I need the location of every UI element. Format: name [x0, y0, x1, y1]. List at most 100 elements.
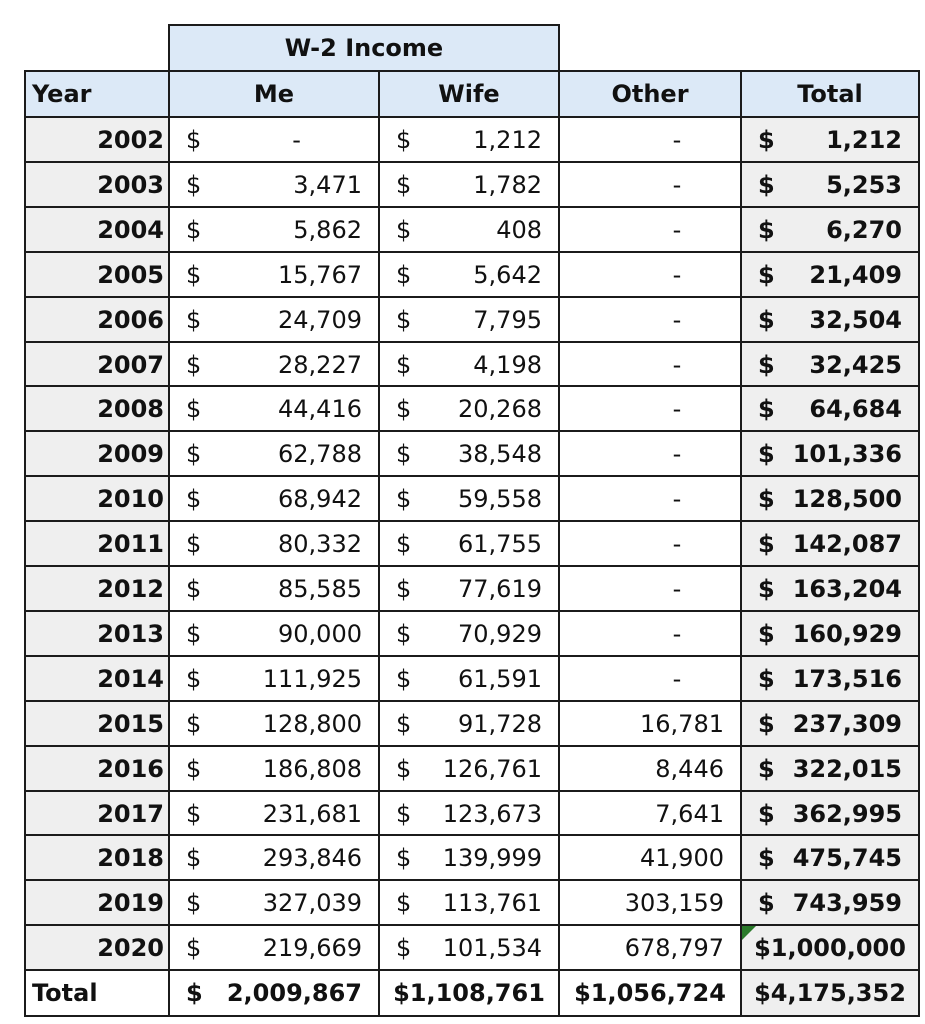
me-value: 128,800	[262, 709, 362, 738]
other-value: -	[672, 574, 682, 603]
other-cell: 8,446	[558, 745, 742, 792]
wife-cell: $1,782	[378, 161, 560, 208]
header-wife: Wife	[378, 70, 560, 118]
totals-label: Total	[32, 979, 98, 1007]
me-value: 68,942	[278, 484, 362, 513]
currency-symbol: $	[396, 439, 412, 468]
total-cell: $362,995	[740, 790, 920, 837]
total-cell: $237,309	[740, 700, 920, 747]
currency-symbol: $	[758, 170, 775, 199]
other-cell: 303,159	[558, 879, 742, 926]
other-cell: -	[558, 430, 742, 477]
total-cell: $163,204	[740, 565, 920, 612]
total-value: 237,309	[792, 709, 902, 738]
me-value: 111,925	[262, 664, 362, 693]
other-value: 303,159	[624, 888, 724, 917]
year-value: 2018	[97, 843, 164, 872]
me-cell: $128,800	[168, 700, 380, 747]
wife-cell: $1,212	[378, 116, 560, 163]
totals-total-value: $4,175,352	[754, 979, 906, 1007]
totals-other-value: $1,056,724	[574, 979, 726, 1007]
me-cell: $186,808	[168, 745, 380, 792]
me-value: 3,471	[293, 170, 362, 199]
total-cell: $475,745	[740, 834, 920, 881]
total-cell: $32,504	[740, 296, 920, 343]
other-value: -	[672, 439, 682, 468]
wife-cell: $123,673	[378, 790, 560, 837]
other-value: -	[672, 125, 682, 154]
totals-wife-value: $1,108,761	[393, 979, 545, 1007]
me-cell: $15,767	[168, 251, 380, 298]
other-value: 41,900	[640, 843, 724, 872]
me-cell: $ -	[168, 116, 380, 163]
me-cell: $111,925	[168, 655, 380, 702]
total-cell: $1,212	[740, 116, 920, 163]
currency-symbol: $	[758, 484, 775, 513]
currency-symbol: $	[396, 484, 412, 513]
currency-symbol: $	[396, 125, 412, 154]
currency-symbol: $	[758, 709, 775, 738]
currency-symbol: $	[758, 350, 775, 379]
year-value: 2007	[97, 350, 164, 379]
wife-cell: $59,558	[378, 475, 560, 522]
wife-value: 408	[496, 215, 542, 244]
me-value: 90,000	[278, 619, 362, 648]
me-value: 80,332	[278, 529, 362, 558]
currency-symbol: $	[186, 260, 202, 289]
other-cell: -	[558, 251, 742, 298]
total-value: 32,425	[809, 350, 902, 379]
header-wife-label: Wife	[438, 80, 500, 108]
total-value: 322,015	[792, 754, 902, 783]
me-cell: $44,416	[168, 385, 380, 432]
total-value: 101,336	[792, 439, 902, 468]
currency-symbol: $	[758, 215, 775, 244]
year-cell: 2008	[24, 385, 170, 432]
other-value: -	[672, 664, 682, 693]
currency-symbol: $	[186, 439, 202, 468]
other-value: 16,781	[640, 709, 724, 738]
currency-symbol: $	[396, 754, 412, 783]
currency-symbol: $	[186, 664, 202, 693]
wife-value: 1,782	[473, 170, 542, 199]
currency-symbol: $	[186, 394, 202, 423]
year-value: 2012	[97, 574, 164, 603]
currency-symbol: $	[758, 394, 775, 423]
year-cell: 2020	[24, 924, 170, 971]
wife-cell: $139,999	[378, 834, 560, 881]
total-value: 173,516	[792, 664, 902, 693]
currency-symbol: $	[186, 574, 202, 603]
me-cell: $293,846	[168, 834, 380, 881]
total-value: 743,959	[792, 888, 902, 917]
other-value: -	[672, 484, 682, 513]
comment-marker-icon[interactable]	[742, 926, 756, 940]
other-value: 7,641	[655, 799, 724, 828]
year-cell: 2003	[24, 161, 170, 208]
currency-symbol: $	[758, 305, 775, 334]
year-cell: 2016	[24, 745, 170, 792]
year-cell: 2006	[24, 296, 170, 343]
year-value: 2015	[97, 709, 164, 738]
other-cell: -	[558, 655, 742, 702]
total-value: 362,995	[792, 799, 902, 828]
currency-symbol: $	[186, 170, 202, 199]
header-year-label: Year	[32, 80, 92, 108]
other-cell: 678,797	[558, 924, 742, 971]
total-cell: $6,270	[740, 206, 920, 253]
year-value: 2009	[97, 439, 164, 468]
other-value: 678,797	[624, 933, 724, 962]
year-value: 2016	[97, 754, 164, 783]
other-cell: -	[558, 520, 742, 567]
me-value: 62,788	[278, 439, 362, 468]
wife-cell: $61,755	[378, 520, 560, 567]
total-cell: $743,959	[740, 879, 920, 926]
currency-symbol: $	[758, 125, 775, 154]
other-value: -	[672, 529, 682, 558]
currency-symbol: $	[758, 439, 775, 468]
year-cell: 2015	[24, 700, 170, 747]
year-value: 2003	[97, 170, 164, 199]
year-cell: 2018	[24, 834, 170, 881]
wife-cell: $7,795	[378, 296, 560, 343]
currency-symbol: $	[396, 619, 412, 648]
total-cell: $322,015	[740, 745, 920, 792]
total-cell: $101,336	[740, 430, 920, 477]
